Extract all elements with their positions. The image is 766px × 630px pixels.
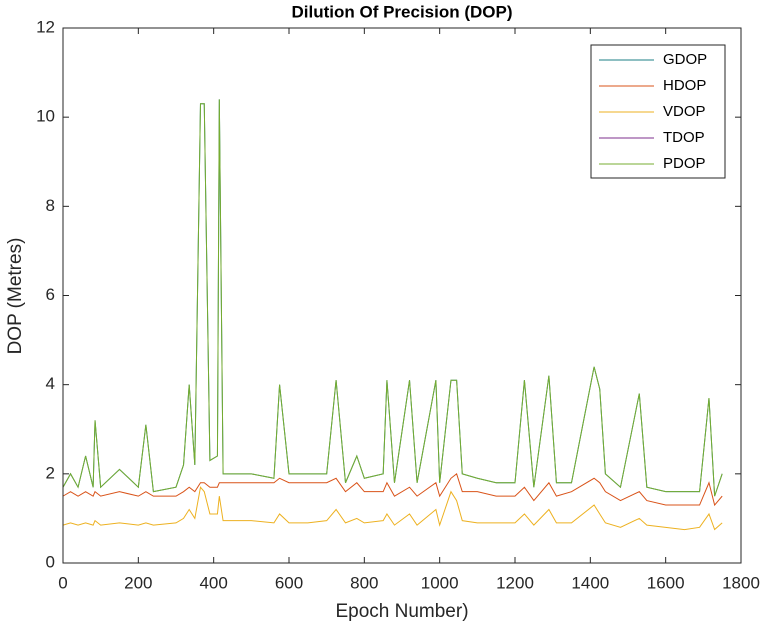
x-axis-label: Epoch Number) bbox=[335, 601, 468, 622]
y-tick-label: 12 bbox=[36, 17, 55, 36]
legend-label: VDOP bbox=[663, 103, 706, 120]
y-tick-label: 6 bbox=[46, 285, 55, 304]
chart-title: Dilution Of Precision (DOP) bbox=[291, 2, 512, 21]
legend-label: GDOP bbox=[663, 51, 707, 68]
y-tick-label: 0 bbox=[46, 552, 55, 571]
x-tick-label: 200 bbox=[124, 573, 152, 592]
x-tick-label: 1600 bbox=[647, 573, 685, 592]
x-tick-label: 1000 bbox=[421, 573, 459, 592]
legend-label: HDOP bbox=[663, 77, 706, 94]
series-line bbox=[62, 99, 723, 497]
series-line bbox=[62, 472, 723, 507]
x-tick-label: 800 bbox=[350, 573, 378, 592]
x-tick-label: 1200 bbox=[496, 573, 534, 592]
legend-label: TDOP bbox=[663, 129, 705, 146]
y-tick-label: 10 bbox=[36, 107, 55, 126]
x-tick-label: 1800 bbox=[722, 573, 760, 592]
y-tick-label: 8 bbox=[46, 196, 55, 215]
legend-label: PDOP bbox=[663, 155, 706, 172]
x-tick-label: 1400 bbox=[571, 573, 609, 592]
x-tick-label: 600 bbox=[275, 573, 303, 592]
series-line bbox=[62, 486, 723, 531]
x-tick-label: 0 bbox=[58, 573, 67, 592]
x-tick-label: 400 bbox=[199, 573, 227, 592]
y-axis-label: DOP (Metres) bbox=[5, 238, 26, 355]
y-tick-label: 2 bbox=[46, 463, 55, 482]
y-tick-label: 4 bbox=[46, 374, 55, 393]
